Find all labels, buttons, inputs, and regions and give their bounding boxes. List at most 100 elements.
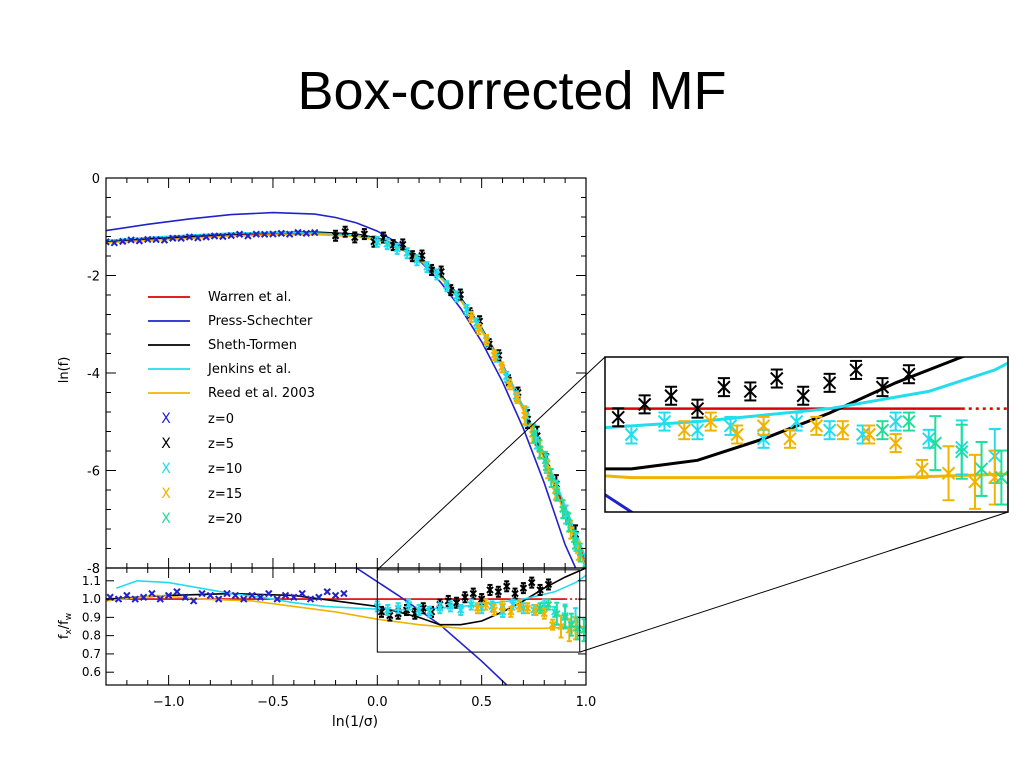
x-marker-stroke — [836, 423, 850, 437]
main-y-tick-label: -4 — [87, 367, 100, 382]
main-point-z-20 — [530, 429, 538, 438]
ratio-y-tick-label: 0.7 — [82, 647, 101, 661]
x-marker-stroke — [528, 578, 536, 587]
main-y-tick-label: -2 — [87, 270, 100, 285]
ratio-frame — [105, 567, 587, 686]
x-marker-stroke — [624, 427, 639, 442]
ratio-y-tick-label: 0.6 — [82, 665, 101, 679]
legend-marker-z-5: X — [161, 436, 171, 452]
x-axis-label: ln(1/σ) — [332, 714, 378, 730]
ratio-point-z-15 — [482, 600, 490, 609]
ratio-point-z-20 — [544, 600, 553, 609]
x-marker-stroke — [443, 282, 451, 290]
x-marker-stroke — [567, 620, 576, 629]
x-marker-stroke — [106, 238, 110, 244]
x-marker-stroke — [553, 487, 561, 496]
x-marker-stroke — [164, 591, 173, 600]
legend-label-sheth-tormen: Sheth-Tormen — [208, 338, 297, 353]
main-point-z-0 — [118, 237, 127, 246]
zoom-inset — [376, 356, 1024, 653]
main-point-z-10 — [383, 240, 391, 248]
ratio-point-z-0 — [231, 591, 240, 600]
legend-marker-label-z-15: z=15 — [208, 487, 242, 502]
ratio-point-z-15 — [532, 606, 540, 614]
x-marker-stroke — [231, 591, 240, 600]
inset-point-z-10 — [657, 414, 672, 429]
main-point-z-10 — [403, 249, 411, 257]
inset-point-z-10 — [888, 414, 903, 429]
ratio-point-z-0 — [164, 591, 173, 600]
ratio-point-z-15 — [498, 602, 507, 611]
inset-line-jenkins-et-al — [605, 361, 1008, 430]
ratio-y-label-sub-x: x — [64, 629, 74, 635]
x-marker-stroke — [586, 407, 598, 419]
ratio-point-z-0 — [240, 595, 248, 603]
main-point-z-0 — [269, 230, 277, 238]
x-marker-stroke — [657, 414, 672, 429]
main-point-z-0 — [144, 235, 152, 244]
x-marker-stroke — [269, 230, 277, 238]
x-marker-stroke — [404, 600, 413, 609]
inset-point-z-5 — [875, 380, 890, 394]
x-marker-stroke — [498, 363, 506, 372]
x-marker-stroke — [423, 263, 431, 271]
x-tick-label: −1.0 — [153, 695, 185, 710]
main-point-z-0 — [210, 232, 219, 240]
ratio-point-z-5 — [419, 604, 427, 612]
inset-errorbar-z-5 — [559, 413, 571, 431]
ratio-point-z-5 — [528, 578, 536, 587]
x-marker-stroke — [511, 589, 519, 598]
inset-errorbar-z-10 — [559, 421, 571, 439]
main-point-z-15 — [467, 313, 475, 321]
inset-point-z-15 — [809, 419, 824, 433]
x-marker-stroke — [351, 233, 359, 242]
x-marker-stroke — [536, 604, 544, 612]
x-marker-stroke — [452, 599, 461, 607]
main-point-z-0 — [219, 232, 227, 241]
legend-marker-label-z-20: z=20 — [208, 512, 242, 527]
x-marker-stroke — [541, 457, 550, 465]
x-tick-label: 0.0 — [367, 695, 388, 710]
x-marker-stroke — [415, 606, 423, 614]
ratio-point-z-0 — [298, 589, 306, 598]
inset-point-z-5 — [637, 397, 652, 412]
main-point-z-15 — [505, 380, 514, 389]
x-marker-stroke — [394, 604, 402, 612]
ratio-point-z-0 — [156, 595, 164, 603]
inset-point-z-5 — [849, 363, 863, 377]
x-marker-stroke — [106, 240, 110, 246]
x-marker-stroke — [453, 292, 461, 301]
x-marker-stroke — [446, 602, 455, 611]
x-marker-stroke — [306, 595, 315, 603]
x-marker-stroke — [202, 233, 210, 241]
main-point-z-15 — [475, 325, 483, 333]
x-marker-stroke — [486, 586, 494, 594]
x-marker-stroke — [341, 228, 349, 236]
ratio-point-z-20 — [567, 620, 576, 629]
x-marker-stroke — [331, 591, 340, 600]
inset-point-z-10 — [624, 427, 639, 442]
ratio-point-z-10 — [394, 604, 402, 612]
x-marker-stroke — [198, 589, 206, 598]
main-y-tick-label: 0 — [92, 172, 100, 187]
ratio-y-label-sub-w: w — [64, 613, 74, 620]
x-marker-stroke — [177, 234, 185, 243]
main-y-axis-label: ln(f) — [57, 357, 72, 384]
x-marker-stroke — [260, 230, 269, 239]
main-point-z-15 — [513, 394, 521, 402]
ratio-panel-series — [106, 568, 586, 685]
x-marker-stroke — [544, 600, 553, 609]
legend-marker-label-z-0: z=0 — [208, 412, 234, 427]
main-point-z-0 — [252, 230, 260, 238]
legend-marker-label-z-10: z=10 — [208, 462, 242, 477]
inset-point-z-10 — [559, 424, 571, 436]
main-point-z-10 — [413, 256, 421, 264]
x-marker-stroke — [340, 589, 348, 598]
legend-marker-z-15: X — [161, 486, 171, 502]
inset-point-z-20 — [1015, 476, 1024, 488]
x-marker-stroke — [144, 235, 152, 244]
x-marker-stroke — [1015, 476, 1024, 488]
ratio-point-z-10 — [384, 606, 392, 614]
x-marker-stroke — [384, 606, 392, 614]
x-marker-stroke — [796, 389, 810, 403]
